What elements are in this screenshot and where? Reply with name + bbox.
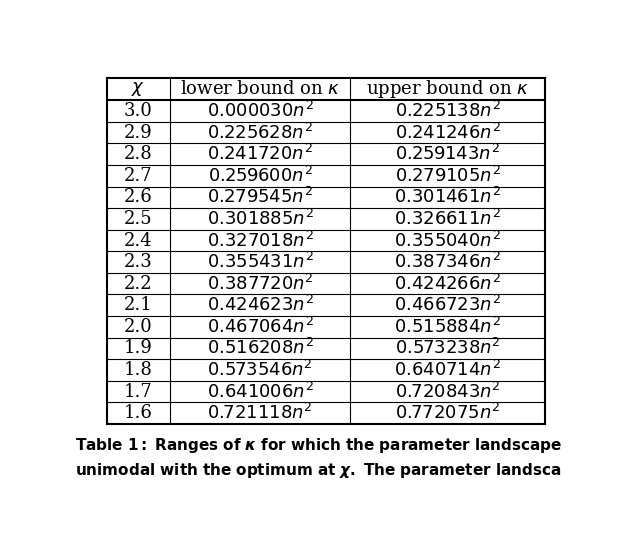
Text: $0.516208n^2$: $0.516208n^2$	[207, 338, 313, 358]
Text: 2.4: 2.4	[124, 231, 153, 249]
Text: lower bound on $\kappa$: lower bound on $\kappa$	[180, 80, 340, 98]
Text: $0.225138n^2$: $0.225138n^2$	[395, 101, 501, 121]
Text: 2.0: 2.0	[124, 318, 153, 336]
Text: $0.301461n^2$: $0.301461n^2$	[394, 188, 501, 208]
Text: $0.355431n^2$: $0.355431n^2$	[207, 252, 313, 272]
Text: 2.9: 2.9	[124, 124, 153, 141]
Text: $0.259143n^2$: $0.259143n^2$	[396, 144, 500, 164]
Text: 2.7: 2.7	[124, 167, 153, 185]
Text: $\chi$: $\chi$	[131, 80, 146, 98]
Text: $0.279545n^2$: $0.279545n^2$	[207, 188, 313, 208]
Text: $0.279105n^2$: $0.279105n^2$	[395, 166, 501, 186]
Text: $0.000030n^2$: $0.000030n^2$	[207, 101, 313, 121]
Text: upper bound on $\kappa$: upper bound on $\kappa$	[366, 78, 529, 100]
Text: $0.327018n^2$: $0.327018n^2$	[207, 230, 313, 250]
Text: $0.241720n^2$: $0.241720n^2$	[207, 144, 313, 164]
Text: $0.772075n^2$: $0.772075n^2$	[395, 403, 500, 423]
Text: 1.8: 1.8	[124, 361, 153, 379]
Text: 2.2: 2.2	[124, 275, 153, 293]
Text: $0.641006n^2$: $0.641006n^2$	[207, 382, 313, 402]
Text: $0.225628n^2$: $0.225628n^2$	[207, 122, 313, 143]
Text: $0.467064n^2$: $0.467064n^2$	[207, 317, 313, 337]
Text: $0.720843n^2$: $0.720843n^2$	[395, 382, 501, 402]
Text: $0.355040n^2$: $0.355040n^2$	[394, 230, 501, 250]
Text: 1.7: 1.7	[124, 383, 153, 401]
Text: $0.515884n^2$: $0.515884n^2$	[394, 317, 501, 337]
Text: $0.259600n^2$: $0.259600n^2$	[208, 166, 313, 186]
Text: $0.424266n^2$: $0.424266n^2$	[394, 274, 501, 294]
Text: 2.3: 2.3	[124, 253, 153, 271]
Text: 2.8: 2.8	[124, 145, 153, 163]
Text: $0.640714n^2$: $0.640714n^2$	[394, 360, 501, 380]
Text: $0.387346n^2$: $0.387346n^2$	[394, 252, 501, 272]
Text: 1.9: 1.9	[124, 339, 153, 357]
Text: $0.387720n^2$: $0.387720n^2$	[207, 274, 313, 294]
Text: 2.5: 2.5	[124, 210, 153, 228]
Text: $0.326611n^2$: $0.326611n^2$	[394, 209, 501, 229]
Text: $0.721118n^2$: $0.721118n^2$	[208, 403, 313, 423]
Text: $0.241246n^2$: $0.241246n^2$	[395, 122, 501, 143]
Text: $0.573546n^2$: $0.573546n^2$	[207, 360, 313, 380]
Text: 3.0: 3.0	[124, 102, 153, 120]
Text: $0.573238n^2$: $0.573238n^2$	[395, 338, 501, 358]
Text: $0.466723n^2$: $0.466723n^2$	[394, 295, 501, 315]
Text: 2.1: 2.1	[124, 296, 153, 314]
Text: $\mathbf{Table\ 1{:}\ Ranges\ of\ }\boldsymbol{\kappa}\mathbf{\ for\ which\ the\: $\mathbf{Table\ 1{:}\ Ranges\ of\ }\bold…	[75, 436, 562, 480]
Text: 2.6: 2.6	[124, 189, 153, 207]
Text: $0.301885n^2$: $0.301885n^2$	[207, 209, 313, 229]
Text: $0.424623n^2$: $0.424623n^2$	[207, 295, 313, 315]
Text: 1.6: 1.6	[124, 404, 153, 422]
